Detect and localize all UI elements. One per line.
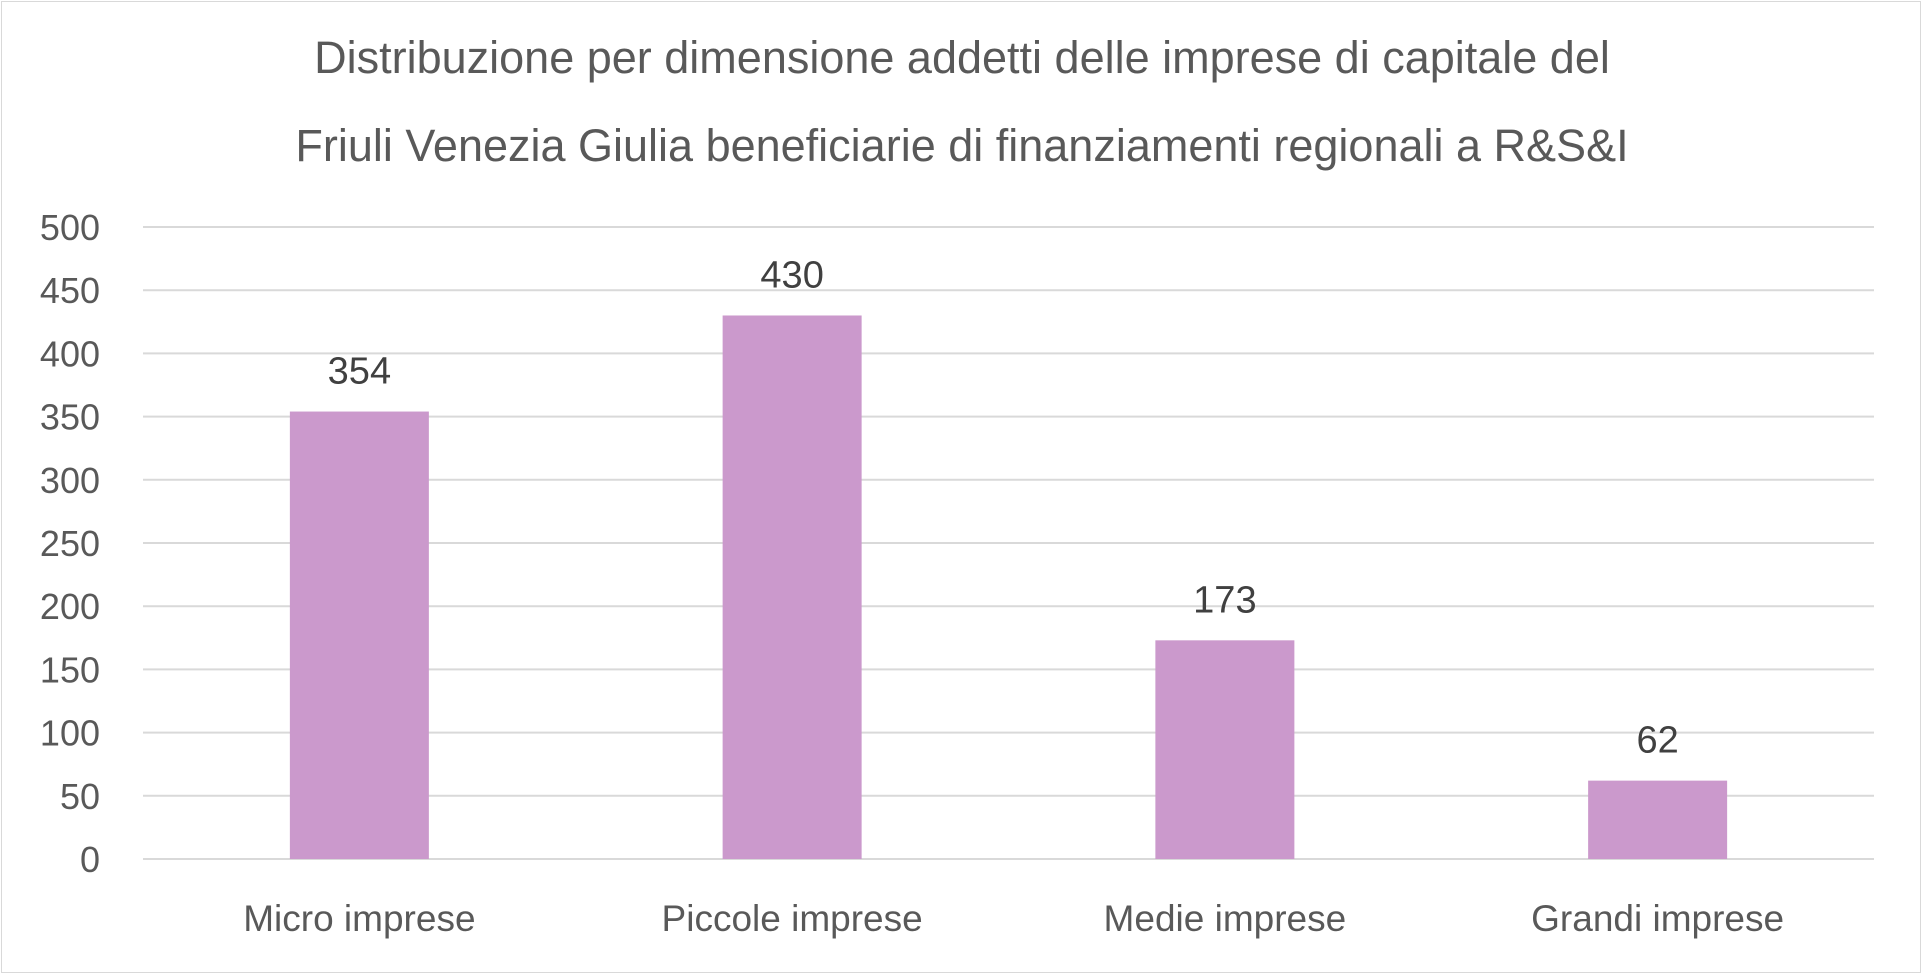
chart-title-line-2: Friuli Venezia Giulia beneficiarie di fi…: [295, 120, 1629, 171]
bar: [1588, 780, 1728, 859]
bars: [289, 315, 1728, 860]
bar: [1155, 640, 1295, 859]
data-label: 354: [328, 351, 391, 393]
y-tick-label: 350: [40, 397, 100, 438]
data-label: 173: [1193, 579, 1256, 621]
y-tick-label: 0: [80, 839, 100, 880]
chart-title-line-1: Distribuzione per dimensione addetti del…: [314, 32, 1610, 83]
y-tick-label: 100: [40, 713, 100, 754]
category-label: Micro imprese: [243, 898, 475, 939]
category-label: Medie imprese: [1104, 898, 1347, 939]
y-tick-label: 450: [40, 270, 100, 311]
y-tick-label: 150: [40, 649, 100, 690]
y-tick-label: 250: [40, 523, 100, 564]
category-label: Grandi imprese: [1531, 898, 1784, 939]
data-labels: 354 430 173 62: [328, 254, 1679, 761]
y-tick-label: 200: [40, 586, 100, 627]
chart-title: Distribuzione per dimensione addetti del…: [0, 14, 1924, 190]
y-axis-ticks: 0 50 100 150 200 250 300 350 400 450 500: [40, 207, 100, 880]
bar: [289, 411, 429, 859]
bar: [722, 315, 862, 860]
y-tick-label: 50: [60, 776, 100, 817]
category-label: Piccole imprese: [662, 898, 923, 939]
x-axis-categories: Micro imprese Piccole imprese Medie impres…: [243, 898, 1784, 939]
y-tick-label: 500: [40, 207, 100, 248]
data-label: 430: [760, 254, 823, 296]
gridlines: [143, 226, 1874, 860]
y-tick-label: 400: [40, 333, 100, 374]
y-tick-label: 300: [40, 460, 100, 501]
data-label: 62: [1636, 720, 1678, 762]
